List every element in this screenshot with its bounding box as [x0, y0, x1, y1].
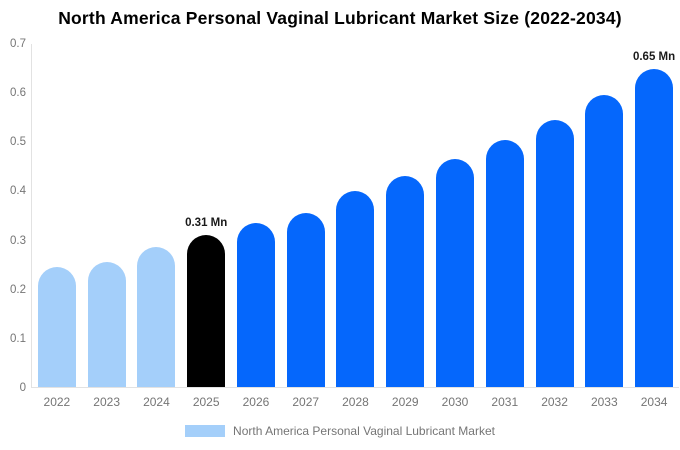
bar-2023: [87, 262, 126, 387]
bar-band-2030: 2030: [430, 44, 480, 409]
legend-label: North America Personal Vaginal Lubricant…: [233, 424, 495, 438]
x-axis-tick-label-2022: 2022: [43, 395, 71, 409]
y-axis-tick-label: 0.6: [10, 87, 26, 100]
bar-2022: [37, 266, 76, 387]
y-axis-tick-label: 0.4: [10, 185, 26, 198]
x-axis-tick-label-2027: 2027: [292, 395, 320, 409]
plot-area: 2022 2023 2024 0.31 Mn 2025 2026 2027 2028 2029 2…: [31, 44, 679, 410]
bar-2034: [635, 68, 674, 387]
y-axis-tick-label: 0.5: [10, 136, 26, 149]
x-axis-tick-label-2032: 2032: [541, 395, 568, 409]
x-axis-tick-label-2033: 2033: [590, 395, 618, 409]
x-axis-tick-label-2023: 2023: [93, 395, 120, 409]
x-axis-tick-label-2024: 2024: [143, 395, 170, 409]
bar-band-2032: 2032: [530, 44, 580, 409]
x-axis-tick-label-2026: 2026: [242, 395, 270, 409]
bar-2027: [286, 213, 325, 387]
bar-2024: [137, 247, 176, 387]
y-axis-tick-label: 0.2: [10, 283, 26, 296]
bar-2026: [236, 222, 275, 387]
y-axis-tick-label: 0.7: [10, 38, 26, 50]
bar-2028: [336, 191, 375, 387]
bar-2025: [187, 235, 226, 387]
y-axis-tick-label: 0: [19, 382, 26, 394]
bar-band-2023: 2023: [82, 44, 132, 409]
y-axis-tick-label: 0.1: [10, 332, 26, 345]
bar-band-2031: 2031: [480, 44, 530, 409]
legend: North America Personal Vaginal Lubricant…: [0, 424, 680, 438]
bar-2032: [535, 119, 574, 387]
x-axis-tick-label-2031: 2031: [491, 395, 519, 409]
bar-band-2033: 2033: [579, 44, 629, 409]
bar-value-label-2034: 0.65 Mn: [632, 50, 676, 63]
x-axis-tick-label-2025: 2025: [192, 395, 220, 409]
bar-band-2027: 2027: [281, 44, 331, 409]
bar-2031: [485, 139, 524, 387]
bar-band-2025: 0.31 Mn 2025: [181, 44, 231, 409]
y-axis-tick-label: 0.3: [10, 234, 26, 247]
x-axis-tick-label-2029: 2029: [391, 395, 419, 409]
bar-band-2026: 2026: [231, 44, 281, 409]
x-axis-tick-label-2034: 2034: [640, 395, 668, 409]
chart-title: North America Personal Vaginal Lubricant…: [58, 8, 622, 28]
bar-band-2028: 2028: [331, 44, 381, 409]
bar-band-2029: 2029: [380, 44, 430, 409]
bar-value-label-2025: 0.31 Mn: [185, 217, 228, 230]
x-axis-tick-label-2030: 2030: [441, 395, 469, 409]
bar-band-2024: 2024: [132, 44, 182, 409]
bar-2030: [436, 159, 474, 387]
bar-band-2034: 0.65 Mn 2034: [629, 44, 679, 410]
bar-2029: [386, 176, 425, 387]
legend-swatch-icon: [185, 425, 226, 437]
bar-2033: [585, 95, 624, 387]
bar-band-2022: 2022: [32, 44, 82, 409]
y-axis: 0 0.1 0.2 0.3 0.4 0.5 0.6 0.7: [0, 0, 26, 450]
x-axis-tick-label-2028: 2028: [342, 395, 369, 409]
